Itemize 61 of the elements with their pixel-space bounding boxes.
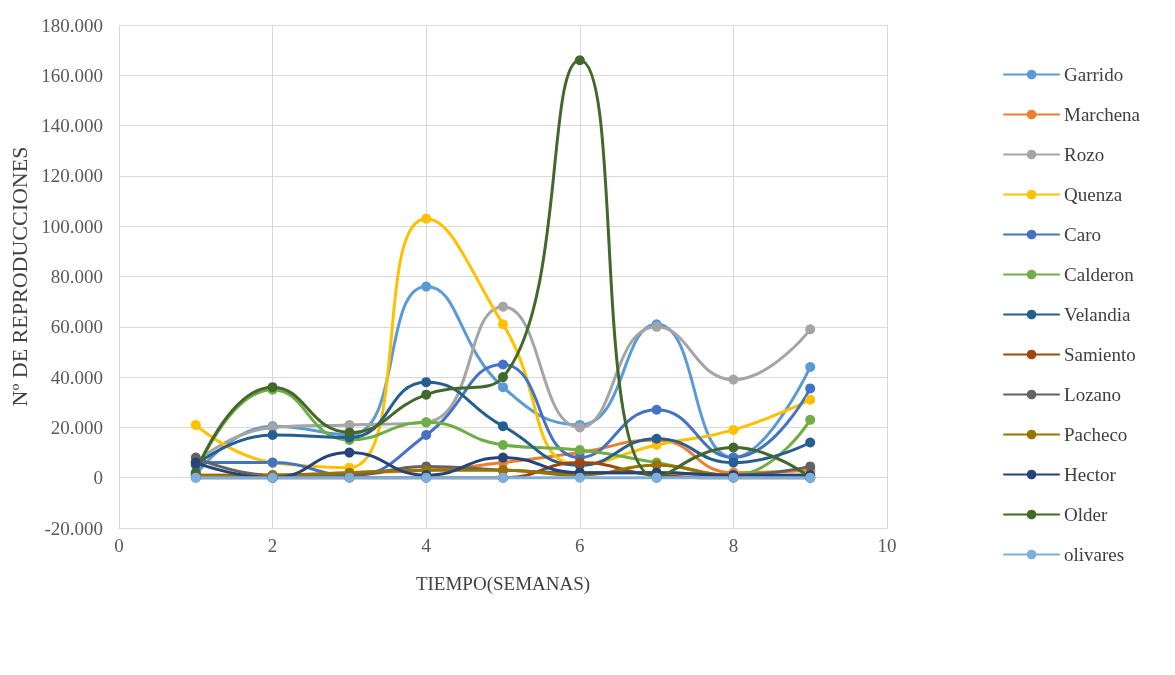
point	[498, 440, 508, 450]
x-axis-title: TIEMPO(SEMANAS)	[415, 573, 591, 595]
point	[805, 437, 816, 448]
y-tick-label: 0	[93, 467, 103, 489]
point	[498, 319, 508, 330]
point	[728, 424, 739, 435]
point	[421, 213, 432, 224]
point	[498, 452, 508, 463]
x-tick-label: 4	[421, 535, 432, 556]
point	[421, 377, 432, 388]
point	[805, 324, 816, 335]
point	[574, 55, 585, 66]
point	[805, 414, 816, 425]
y-tick-label: 40.000	[50, 366, 103, 388]
y-tick-label: 120.000	[41, 165, 103, 187]
legend-label: Hector	[1064, 464, 1117, 485]
legend-label: Lozano	[1064, 384, 1122, 405]
y-tick-label: 180.000	[41, 14, 103, 36]
legend-label: olivares	[1064, 544, 1125, 565]
point	[651, 404, 662, 415]
point	[190, 419, 201, 430]
point	[498, 372, 508, 383]
legend-label: Samiento	[1064, 344, 1136, 365]
point	[344, 447, 355, 458]
legend-label: Marchena	[1064, 104, 1141, 125]
x-tick-label: 10	[877, 535, 897, 556]
legend-label: Older	[1064, 504, 1108, 525]
y-tick-label: 60.000	[50, 316, 103, 338]
y-tick-label: 140.000	[41, 115, 103, 137]
y-tick-label: 100.000	[41, 215, 103, 237]
point	[498, 301, 508, 312]
point	[421, 281, 432, 292]
point	[728, 457, 739, 468]
y-axis-title: Nº DE REPRODUCCIONES	[6, 146, 32, 407]
y-tick-label: -20.000	[44, 517, 103, 539]
x-tick-label: 8	[728, 535, 739, 556]
point	[421, 429, 432, 440]
point	[805, 362, 816, 373]
point	[728, 442, 739, 453]
legend-label: Pacheco	[1064, 424, 1128, 445]
x-tick-label: 0	[114, 535, 124, 556]
legend-label: Quenza	[1064, 184, 1123, 205]
point	[421, 389, 432, 400]
x-tick-label: 2	[267, 535, 278, 556]
point	[728, 374, 739, 385]
point	[498, 359, 508, 370]
point	[805, 394, 816, 405]
legend-label: Caro	[1064, 224, 1101, 245]
point	[805, 383, 816, 394]
y-tick-label: 80.000	[50, 266, 103, 287]
legend-label: Calderon	[1064, 264, 1135, 285]
legend-label: Velandia	[1064, 304, 1132, 325]
y-tick-label: 20.000	[50, 416, 103, 438]
x-tick-label: 6	[575, 535, 585, 556]
point	[498, 382, 508, 393]
y-tick-label: 160.000	[41, 64, 103, 86]
legend-label: Garrido	[1064, 64, 1124, 85]
point	[805, 461, 816, 472]
point	[267, 429, 278, 440]
legend-label: Rozo	[1064, 144, 1105, 165]
point	[498, 421, 508, 432]
